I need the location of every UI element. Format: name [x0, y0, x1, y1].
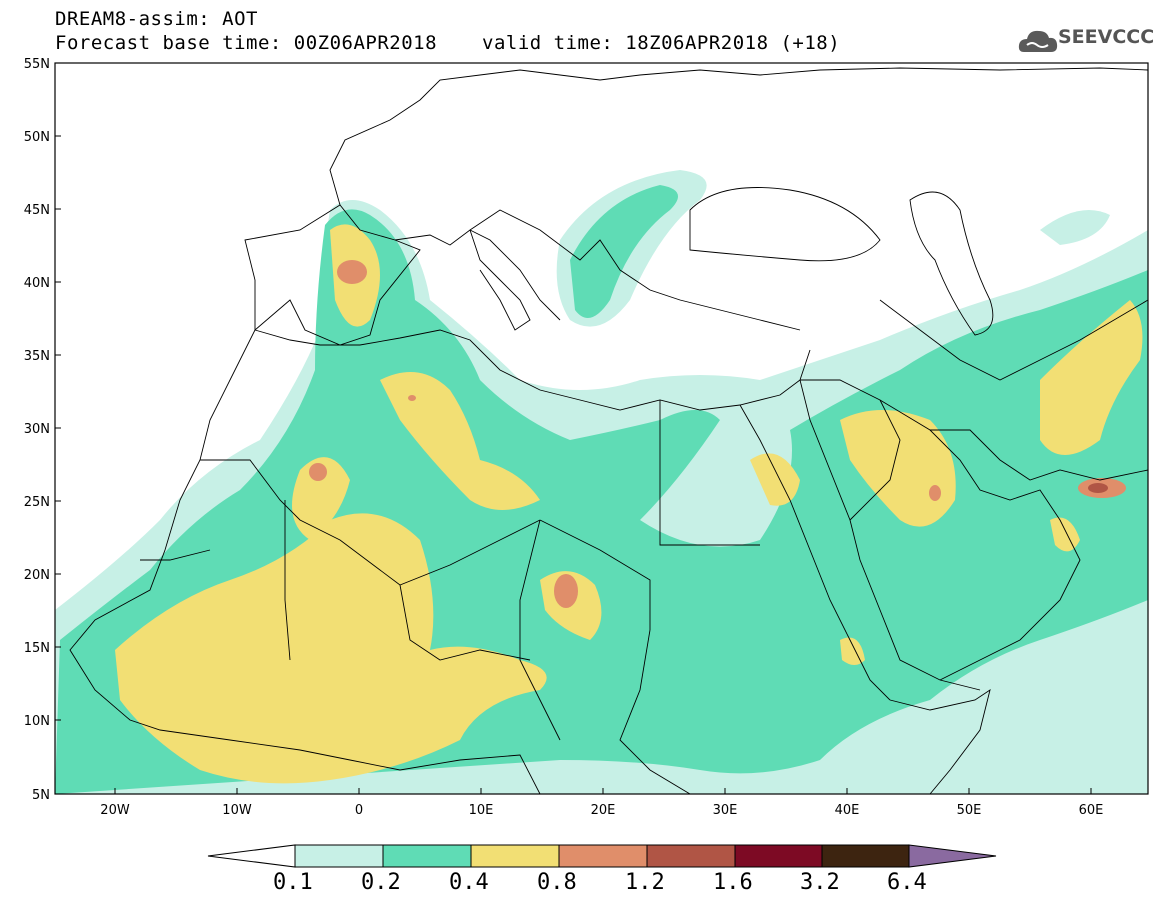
lon-label: 10W: [222, 803, 252, 818]
lon-label: 50E: [957, 803, 982, 818]
lat-labels: 55N 50N 45N 40N 35N 30N 25N 20N 15N 10N …: [24, 57, 50, 803]
lat-label: 10N: [24, 714, 50, 729]
aot-band-1.2-1.6: [1088, 483, 1108, 493]
lat-label: 25N: [24, 495, 50, 510]
lon-label: 40E: [835, 803, 860, 818]
lat-label: 50N: [24, 130, 50, 145]
lat-label: 30N: [24, 422, 50, 437]
colorbar-label: 0.1: [273, 870, 313, 895]
colorbar-label: 1.6: [713, 870, 753, 895]
colorbar-label: 1.2: [625, 870, 665, 895]
lat-label: 35N: [24, 349, 50, 364]
lon-label: 10E: [469, 803, 494, 818]
title-model: DREAM8-assim: AOT: [55, 8, 258, 30]
colorbar-high-arrow: [908, 844, 997, 868]
lat-label: 55N: [24, 57, 50, 72]
colorbar-swatch: [470, 844, 560, 868]
lon-label: 20W: [100, 803, 130, 818]
cloud-icon: [1018, 30, 1058, 52]
title-valid-time: valid time: 18Z06APR2018 (+18): [482, 32, 841, 54]
colorbar-swatch: [821, 844, 910, 868]
lat-label: 40N: [24, 276, 50, 291]
colorbar-low-arrow: [207, 844, 296, 868]
lon-label: 30E: [713, 803, 738, 818]
lat-label: 20N: [24, 568, 50, 583]
lon-label: 20E: [591, 803, 616, 818]
logo-text: SEEVCCC: [1058, 26, 1155, 48]
colorbar: [207, 844, 997, 868]
lon-labels: 20W 10W 0 10E 20E 30E 40E 50E 60E: [100, 803, 1103, 818]
colorbar-swatch: [558, 844, 648, 868]
title-base-time: Forecast base time: 00Z06APR2018: [55, 32, 438, 54]
axis-ticks: [55, 62, 1092, 794]
colorbar-label: 0.2: [361, 870, 401, 895]
colorbar-label: 0.8: [537, 870, 577, 895]
lat-label: 5N: [32, 788, 50, 803]
coastlines: [69, 67, 1148, 794]
aot-field: [55, 170, 1148, 794]
colorbar-swatch: [382, 844, 472, 868]
lat-label: 45N: [24, 203, 50, 218]
colorbar-label: 3.2: [800, 870, 840, 895]
colorbar-swatch: [294, 844, 384, 868]
lon-label: 0: [355, 803, 363, 818]
colorbar-swatch: [646, 844, 736, 868]
aot-band-0.4-0.8: [115, 224, 1143, 784]
colorbar-label: 6.4: [887, 870, 927, 895]
colorbar-swatch: [734, 844, 823, 868]
lon-label: 60E: [1079, 803, 1104, 818]
lat-label: 15N: [24, 641, 50, 656]
colorbar-label: 0.4: [449, 870, 489, 895]
